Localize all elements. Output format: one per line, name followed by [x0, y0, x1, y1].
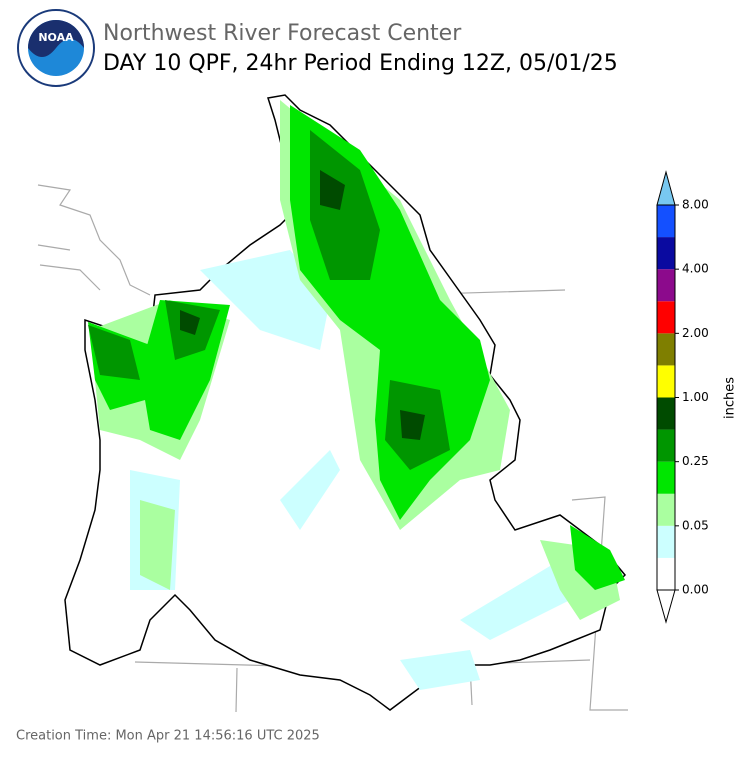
colorbar: 0.00 0.05 0.25 1.00 2.00 4.00 8.00 [656, 170, 709, 624]
title: Northwest River Forecast Center [103, 21, 462, 46]
colorbar-tick-label: 1.00 [682, 390, 709, 404]
colorbar-tick-label: 8.00 [682, 198, 709, 212]
colorbar-segment [657, 205, 675, 238]
colorbar-segment [657, 429, 675, 462]
precip [88, 100, 625, 690]
colorbar-segment [657, 333, 675, 366]
colorbar-over [656, 170, 676, 206]
colorbar-segment [657, 365, 675, 398]
logo-text: NOAA [38, 31, 74, 44]
map [37, 94, 628, 713]
colorbar-segment [657, 301, 675, 334]
colorbar-segment [657, 397, 675, 430]
colorbar-tick-label: 0.25 [682, 454, 709, 468]
colorbar-tick-label: 2.00 [682, 326, 709, 340]
subtitle: DAY 10 QPF, 24hr Period Ending 12Z, 05/0… [103, 51, 618, 76]
colorbar-segment [657, 461, 675, 494]
creation-time: Creation Time: Mon Apr 21 14:56:16 UTC 2… [16, 729, 320, 744]
colorbar-segment [657, 525, 675, 558]
colorbar-under [656, 589, 676, 624]
colorbar-segment [657, 493, 675, 526]
colorbar-segment [657, 557, 675, 590]
colorbar-label: inches [723, 377, 738, 419]
colorbar-tick-label: 0.00 [682, 583, 709, 597]
noaa-logo: NOAA [17, 9, 95, 87]
colorbar-segment [657, 269, 675, 302]
colorbar-tick-label: 4.00 [682, 262, 709, 276]
colorbar-tick-label: 0.05 [682, 518, 709, 532]
colorbar-segment [657, 237, 675, 270]
